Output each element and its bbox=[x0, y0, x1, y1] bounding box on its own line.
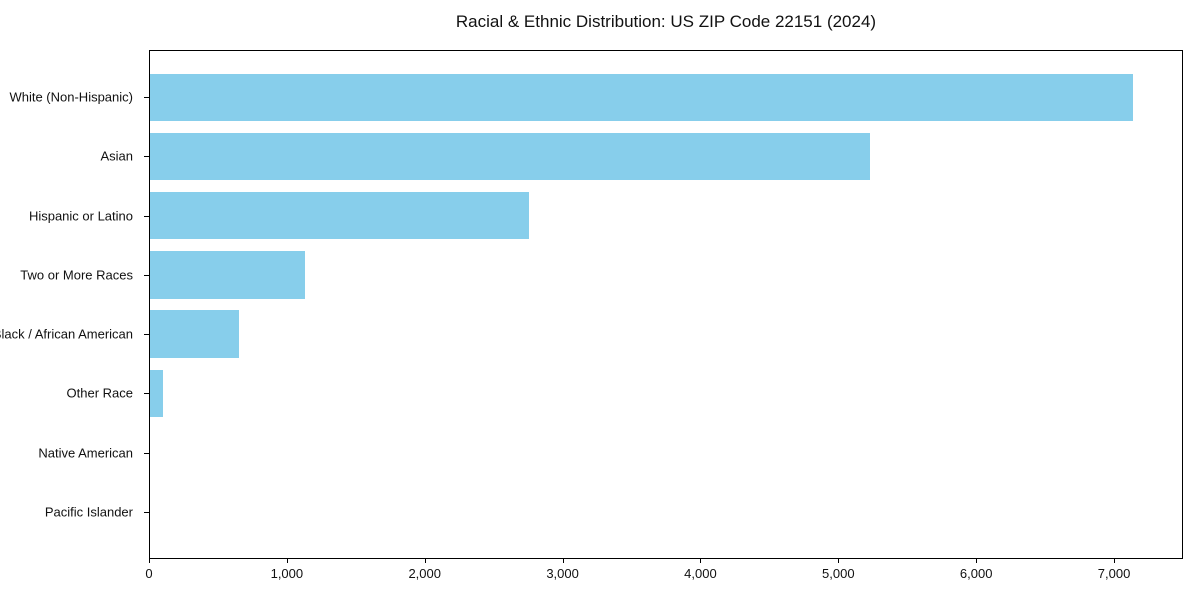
x-tick-mark bbox=[1114, 559, 1116, 563]
x-tick-label: 3,000 bbox=[546, 566, 579, 581]
x-tick-mark bbox=[149, 559, 150, 563]
y-tick-mark bbox=[144, 452, 149, 454]
chart-title: Racial & Ethnic Distribution: US ZIP Cod… bbox=[455, 12, 877, 31]
x-tick-mark bbox=[838, 559, 840, 563]
y-axis-ticks bbox=[144, 50, 149, 559]
y-tick-mark bbox=[144, 215, 149, 217]
bar bbox=[150, 74, 1134, 122]
x-tick-mark bbox=[976, 559, 978, 563]
x-tick-mark bbox=[700, 559, 702, 563]
y-tick-label: Asian bbox=[100, 148, 133, 164]
x-tick-label: 5,000 bbox=[822, 566, 855, 581]
y-tick-label: Two or More Races bbox=[20, 267, 133, 283]
y-tick-mark bbox=[144, 274, 149, 276]
y-tick-mark bbox=[144, 393, 149, 395]
y-tick-mark bbox=[144, 96, 149, 98]
x-tick-label: 6,000 bbox=[959, 566, 993, 581]
x-tick-mark bbox=[424, 559, 426, 563]
bar bbox=[150, 251, 305, 299]
y-tick-label: Other Race bbox=[66, 385, 133, 401]
x-tick-mark bbox=[562, 559, 564, 563]
x-axis: 0 1,000 2,000 3,000 4,000 5,000 6,000 7,000 bbox=[145, 559, 1183, 599]
bar bbox=[150, 192, 530, 240]
x-tick-label: 2,000 bbox=[408, 566, 441, 581]
y-tick-label: White (Non-Hispanic) bbox=[9, 89, 133, 105]
x-tick-mark bbox=[286, 559, 288, 563]
x-tick-label: 1,000 bbox=[270, 566, 304, 581]
bar bbox=[150, 369, 164, 417]
y-tick-label: Black / African American bbox=[0, 326, 133, 342]
y-tick-mark bbox=[144, 334, 149, 336]
y-tick-mark bbox=[144, 156, 149, 158]
x-tick-label: 0 bbox=[145, 566, 153, 581]
x-tick-label: 4,000 bbox=[684, 566, 717, 581]
y-tick-label: Hispanic or Latino bbox=[28, 208, 133, 223]
bar bbox=[150, 310, 240, 358]
bar bbox=[150, 133, 870, 181]
y-axis-labels: White (Non-Hispanic) Asian Hispanic or Lat… bbox=[0, 50, 141, 559]
plot-area bbox=[149, 50, 1183, 559]
x-tick-label: 7,000 bbox=[1097, 566, 1131, 581]
y-tick-mark bbox=[144, 512, 149, 514]
y-tick-label: Native American bbox=[38, 445, 133, 461]
y-tick-label: Pacific Islander bbox=[44, 504, 133, 520]
